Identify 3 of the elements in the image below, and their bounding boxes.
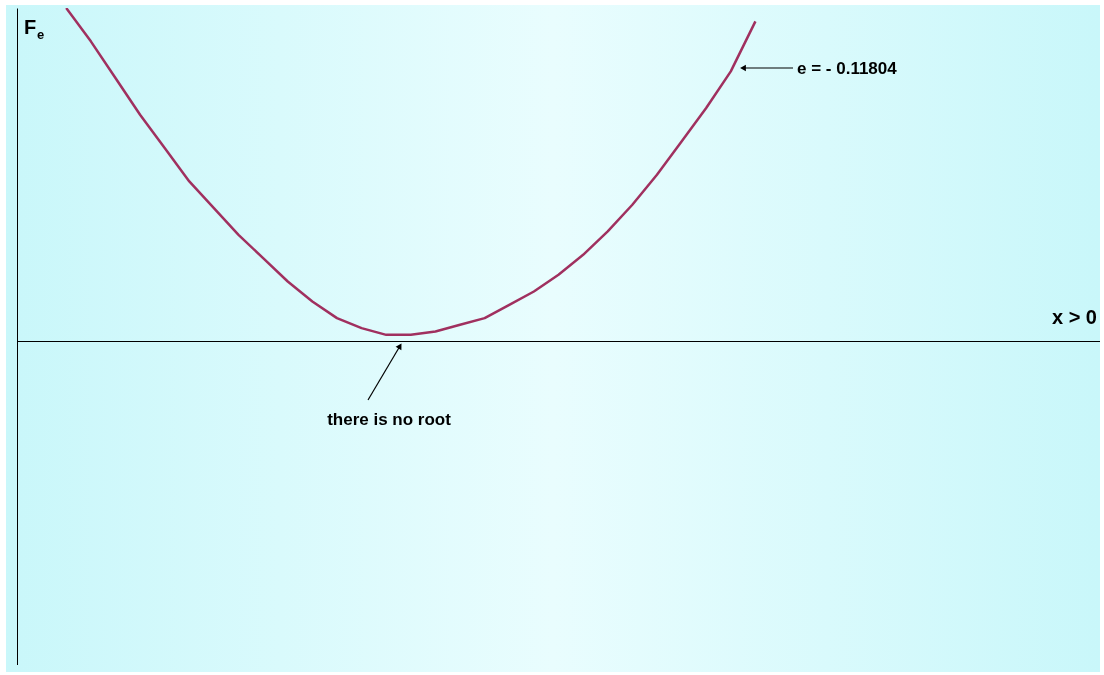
- annotation: e = - 0.11804: [797, 59, 898, 78]
- x-axis-title: x > 0: [1051, 306, 1097, 328]
- text: there is no root: [327, 410, 452, 429]
